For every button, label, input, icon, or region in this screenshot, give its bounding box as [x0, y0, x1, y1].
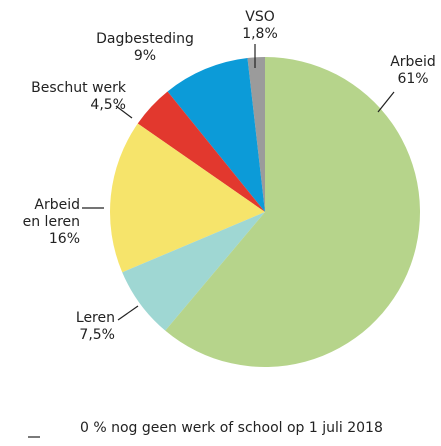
- slice-label: Leren 7,5%: [75, 310, 115, 343]
- pie-slice: [165, 57, 421, 367]
- slice-label: VSO 1,8%: [242, 9, 278, 42]
- pie-slice: [137, 91, 265, 212]
- pie-slice: [247, 57, 265, 212]
- leader-lines: [28, 44, 395, 438]
- pie-slice: [110, 123, 265, 273]
- leader: [117, 305, 139, 321]
- slice-label: Arbeid 61%: [390, 54, 436, 87]
- slice-label: Beschut werk 4,5%: [31, 80, 126, 113]
- slice-label: Dagbesteding 9%: [96, 31, 194, 64]
- slice-label: Arbeid en leren 16%: [22, 197, 80, 247]
- leader: [115, 105, 133, 119]
- pie-slice: [167, 57, 265, 212]
- leader: [377, 91, 395, 113]
- footnote: 0 % nog geen werk of school op 1 juli 20…: [80, 420, 383, 436]
- pie-slice: [122, 212, 265, 331]
